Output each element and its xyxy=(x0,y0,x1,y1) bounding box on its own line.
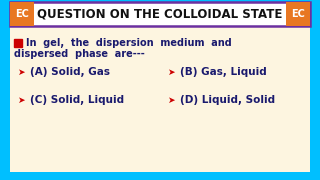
Text: ➤: ➤ xyxy=(168,96,175,105)
Text: EC: EC xyxy=(291,9,305,19)
Text: (C) Solid, Liquid: (C) Solid, Liquid xyxy=(30,95,124,105)
FancyBboxPatch shape xyxy=(10,2,310,26)
Text: In  gel,  the  dispersion  medium  and: In gel, the dispersion medium and xyxy=(26,38,232,48)
Text: dispersed  phase  are---: dispersed phase are--- xyxy=(14,49,145,59)
Bar xyxy=(14,39,22,47)
Text: ➤: ➤ xyxy=(168,68,175,76)
Text: ➤: ➤ xyxy=(18,68,26,76)
Text: (D) Liquid, Solid: (D) Liquid, Solid xyxy=(180,95,275,105)
Text: (A) Solid, Gas: (A) Solid, Gas xyxy=(30,67,110,77)
Text: ➤: ➤ xyxy=(18,96,26,105)
Text: QUESTION ON THE COLLOIDAL STATE: QUESTION ON THE COLLOIDAL STATE xyxy=(37,8,283,21)
Text: (B) Gas, Liquid: (B) Gas, Liquid xyxy=(180,67,267,77)
Bar xyxy=(286,2,310,26)
Bar xyxy=(10,2,34,26)
Text: EC: EC xyxy=(15,9,29,19)
